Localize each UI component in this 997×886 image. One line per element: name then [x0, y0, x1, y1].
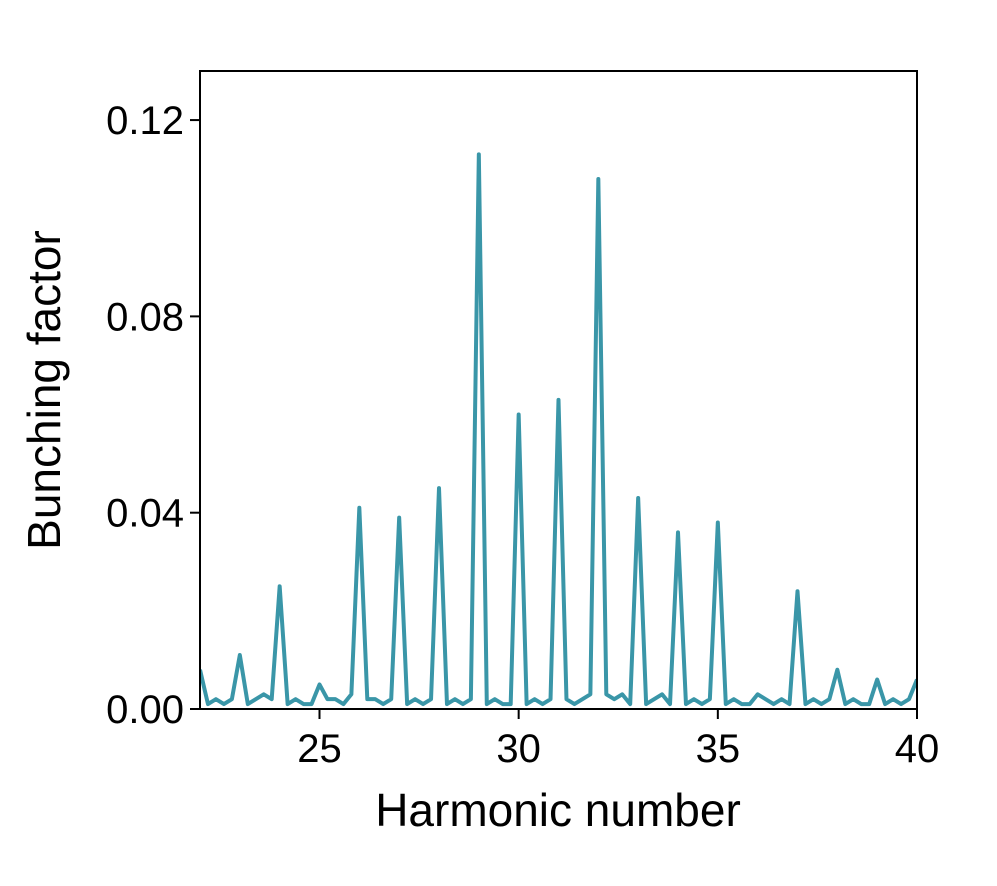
y-tick-label: 0.00: [106, 688, 184, 732]
series-line-0: [200, 152, 917, 707]
y-tick-label: 0.12: [106, 99, 184, 143]
x-tick-label: 35: [696, 727, 741, 771]
x-tick-label: 40: [895, 727, 940, 771]
y-axis: 0.00 0.04 0.08 0.12: [106, 99, 200, 732]
y-axis-title: Bunching factor: [18, 230, 70, 550]
y-tick-label: 0.04: [106, 492, 184, 536]
x-axis-title: Harmonic number: [375, 784, 741, 836]
x-axis: 25 30 35 40: [297, 709, 939, 771]
x-tick-label: 25: [297, 727, 342, 771]
y-tick-label: 0.08: [106, 295, 184, 339]
x-tick-label: 30: [496, 727, 541, 771]
plot-frame: [199, 70, 918, 710]
